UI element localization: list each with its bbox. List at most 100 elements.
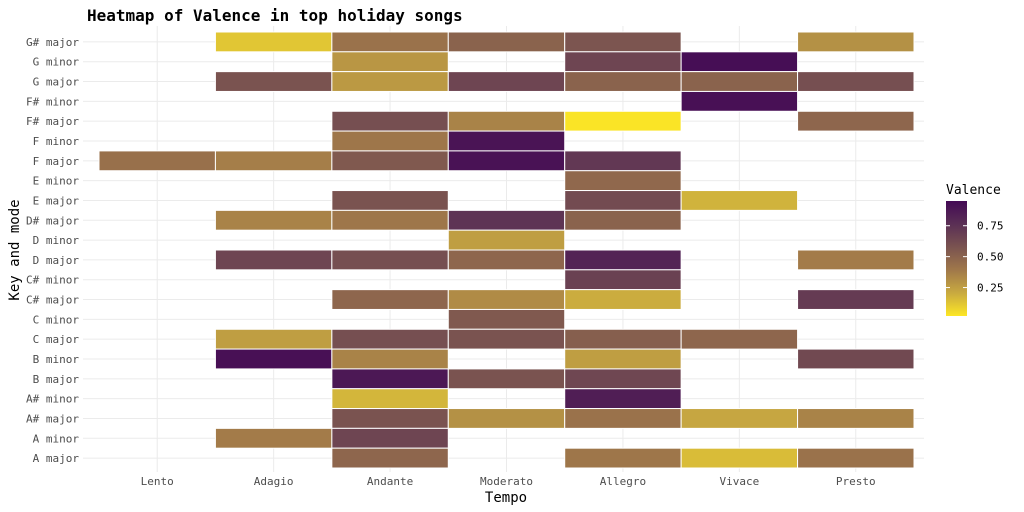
tile-g-sharp-major-presto	[797, 31, 915, 53]
tile-g-sharp-major-adagio	[214, 31, 333, 53]
tile-a-minor-adagio	[214, 427, 333, 449]
tile-c-sharp-major-moderato	[447, 289, 566, 310]
tile-c-major-moderato	[447, 328, 566, 350]
tile-g-minor-vivace	[680, 51, 799, 73]
tile-f-sharp-major-moderato	[447, 110, 566, 132]
tile-g-minor-andante	[331, 51, 449, 73]
tile-a-major-andante	[331, 447, 449, 469]
color-legend: Valence 0.25 0.50 0.75	[946, 183, 1004, 316]
tile-g-major-andante	[331, 71, 449, 92]
legend-color-bar	[946, 201, 967, 316]
tile-d-sharp-major-moderato	[447, 209, 566, 231]
tile-g-sharp-major-moderato	[447, 31, 566, 53]
tile-d-sharp-major-andante	[331, 209, 449, 231]
tile-f-major-moderato	[447, 150, 566, 172]
tile-f-major-andante	[331, 150, 449, 172]
tile-f-sharp-minor-vivace	[680, 90, 799, 112]
tile-b-minor-andante	[331, 348, 449, 370]
tile-d-minor-moderato	[447, 229, 566, 251]
y-tick-label: F minor	[33, 135, 80, 148]
heatmap-tiles	[98, 31, 915, 469]
tile-c-major-andante	[331, 328, 449, 350]
legend-ticks: 0.25 0.50 0.75	[946, 220, 1004, 295]
chart-title: Heatmap of Valence in top holiday songs	[87, 6, 463, 25]
x-tick-label: Lento	[141, 475, 174, 488]
y-tick-label: C# minor	[26, 274, 79, 287]
tile-d-major-andante	[331, 249, 449, 271]
tile-f-major-adagio	[214, 150, 333, 172]
tile-f-minor-moderato	[447, 130, 566, 152]
y-axis-title: Key and mode	[7, 199, 23, 300]
legend-tick-label: 0.25	[977, 282, 1004, 295]
tile-c-minor-moderato	[447, 308, 566, 330]
y-tick-label: G minor	[33, 56, 80, 69]
tile-e-minor-allegro	[564, 170, 682, 192]
y-tick-label: B minor	[33, 353, 80, 366]
y-tick-label: G major	[33, 76, 80, 89]
tile-a-sharp-major-vivace	[680, 408, 799, 429]
tile-e-major-andante	[331, 190, 449, 211]
tile-d-major-allegro	[564, 249, 682, 271]
tile-g-sharp-major-allegro	[564, 31, 682, 53]
tile-c-major-vivace	[680, 328, 799, 350]
y-axis-ticks: A major A minor A# major A# minor B major B m…	[26, 36, 79, 465]
y-tick-label: E minor	[33, 175, 80, 188]
tile-a-sharp-major-andante	[331, 408, 449, 429]
tile-b-minor-presto	[797, 348, 915, 370]
y-tick-label: B major	[33, 373, 80, 386]
tile-f-sharp-major-presto	[797, 110, 915, 132]
tile-e-major-vivace	[680, 190, 799, 211]
tile-a-major-allegro	[564, 447, 682, 469]
tile-a-minor-andante	[331, 427, 449, 449]
tile-b-major-allegro	[564, 368, 682, 390]
tile-g-major-presto	[797, 71, 915, 92]
tile-d-major-adagio	[214, 249, 333, 271]
y-tick-label: A major	[33, 452, 80, 465]
tile-g-minor-allegro	[564, 51, 682, 73]
tile-c-sharp-minor-allegro	[564, 269, 682, 291]
tile-a-sharp-minor-allegro	[564, 388, 682, 410]
x-tick-label: Andante	[367, 475, 413, 488]
y-tick-label: E major	[33, 194, 80, 207]
x-axis-title: Tempo	[485, 490, 527, 506]
tile-f-sharp-major-andante	[331, 110, 449, 132]
tile-f-minor-andante	[331, 130, 449, 152]
y-tick-label: A minor	[33, 432, 80, 445]
tile-d-major-presto	[797, 249, 915, 271]
tile-g-major-vivace	[680, 71, 799, 92]
legend-tick-label: 0.50	[977, 251, 1004, 264]
tile-b-minor-allegro	[564, 348, 682, 370]
tile-g-major-allegro	[564, 71, 682, 92]
tile-f-sharp-major-allegro	[564, 110, 682, 132]
tile-a-sharp-minor-andante	[331, 388, 449, 410]
y-tick-label: D minor	[33, 234, 80, 247]
tile-f-major-lento	[98, 150, 216, 172]
y-tick-label: F# major	[26, 115, 79, 128]
y-tick-label: A# major	[26, 412, 79, 425]
tile-d-sharp-major-allegro	[564, 209, 682, 231]
tile-b-minor-adagio	[214, 348, 333, 370]
tile-a-major-presto	[797, 447, 915, 469]
tile-e-major-allegro	[564, 190, 682, 211]
y-tick-label: F# minor	[26, 95, 79, 108]
tile-b-major-moderato	[447, 368, 566, 390]
tile-d-sharp-major-adagio	[214, 209, 333, 231]
tile-g-sharp-major-andante	[331, 31, 449, 53]
tile-a-sharp-major-allegro	[564, 408, 682, 429]
legend-tick-label: 0.75	[977, 220, 1004, 233]
tile-g-major-adagio	[214, 71, 333, 92]
y-tick-label: C# major	[26, 294, 79, 307]
tile-c-major-allegro	[564, 328, 682, 350]
tile-c-major-adagio	[214, 328, 333, 350]
x-tick-label: Vivace	[719, 475, 759, 488]
y-tick-label: D major	[33, 254, 80, 267]
legend-title: Valence	[946, 183, 1001, 198]
y-tick-label: F major	[33, 155, 80, 168]
tile-f-major-allegro	[564, 150, 682, 172]
x-tick-label: Adagio	[254, 475, 294, 488]
x-tick-label: Presto	[836, 475, 876, 488]
y-tick-label: C minor	[33, 313, 80, 326]
tile-d-major-moderato	[447, 249, 566, 271]
x-tick-label: Allegro	[600, 475, 646, 488]
